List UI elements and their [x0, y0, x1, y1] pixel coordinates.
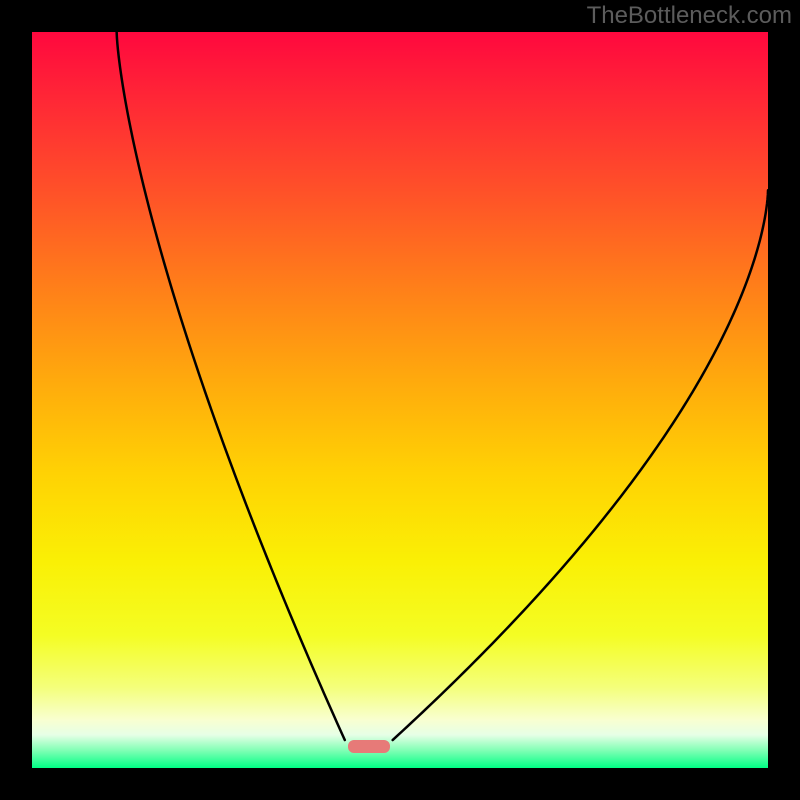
chart-canvas: TheBottleneck.com — [0, 0, 800, 800]
curve-left — [117, 32, 345, 740]
watermark-text: TheBottleneck.com — [587, 2, 792, 30]
plot-area — [32, 32, 768, 768]
bottleneck-curve — [32, 32, 768, 768]
optimum-marker — [348, 740, 391, 753]
curve-right — [393, 190, 768, 740]
